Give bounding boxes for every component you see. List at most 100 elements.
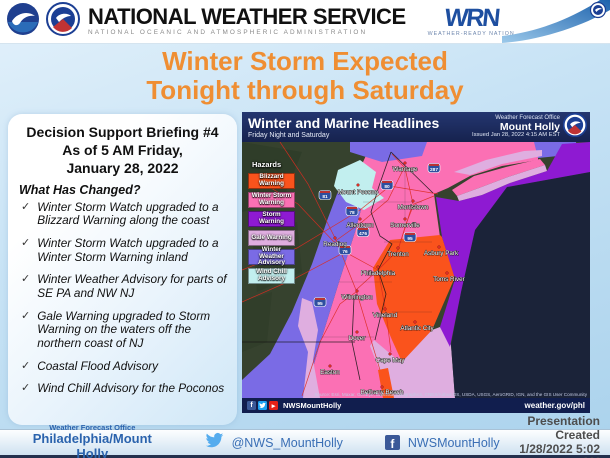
map-office-label: Weather Forecast Office xyxy=(495,114,560,121)
legend-item-blizzard-warning: Blizzard Warning xyxy=(248,173,295,189)
twitter-handle[interactable]: @NWS_MountHolly xyxy=(231,435,343,450)
legend-item-storm-warning: Storm Warning xyxy=(248,211,295,227)
check-icon: ✓ xyxy=(21,359,31,372)
list-item: ✓ Gale Warning upgraded to Storm Warning … xyxy=(21,308,211,350)
legend-item-wind-chill-advisory: Wind Chill Advisory xyxy=(248,268,295,284)
map-issued-time: Issued Jan 28, 2022 4:15 AM EST xyxy=(472,132,560,139)
map-header: Winter and Marine Headlines Friday Night… xyxy=(242,112,590,142)
check-icon: ✓ xyxy=(21,200,31,213)
state-border-lines xyxy=(242,151,434,381)
slide-title: Winter Storm Expected Tonight through Sa… xyxy=(0,46,610,106)
list-item: ✓ Coastal Flood Advisory xyxy=(21,358,159,373)
twitter-icon[interactable] xyxy=(258,401,267,410)
map-social-handle[interactable]: NWSMountHolly xyxy=(283,401,342,410)
wrn-logo: WRN WEATHER-READY NATION xyxy=(427,4,515,37)
list-item: ✓ Wind Chill Advisory for the Poconos xyxy=(21,381,225,396)
briefing-heading: Decision Support Briefing #4 As of 5 AM … xyxy=(26,124,219,177)
map-canvas: 81 78 80 287 476 95 76 95 xyxy=(242,142,590,398)
svg-text:Dover: Dover xyxy=(349,335,366,342)
svg-text:287: 287 xyxy=(430,167,438,173)
svg-text:Bethany Beach: Bethany Beach xyxy=(361,389,404,396)
storm-warning-region xyxy=(436,142,590,347)
list-item: ✓ Winter Storm Watch upgraded to a Blizza… xyxy=(21,199,219,228)
legend-item-winter-storm-warning: Winter Storm Warning xyxy=(248,192,295,208)
nws-logo-icon xyxy=(562,112,588,142)
hazards-map: Winter and Marine Headlines Friday Night… xyxy=(242,112,590,413)
check-icon: ✓ xyxy=(21,236,31,249)
map-subtitle: Friday Night and Saturday xyxy=(248,131,330,139)
footer-bar: Weather Forecast Office Philadelphia/Mou… xyxy=(0,414,610,458)
gale-warning-region xyxy=(454,150,542,175)
svg-text:476: 476 xyxy=(359,231,367,237)
briefing-panel: Decision Support Briefing #4 As of 5 AM … xyxy=(8,114,237,425)
svg-text:Reading: Reading xyxy=(323,241,347,248)
city-labels: Wantage Morristown Somerville Allentown … xyxy=(320,166,465,397)
svg-text:78: 78 xyxy=(349,210,355,216)
map-social-bar: f ▸ NWSMountHolly weather.gov/phl xyxy=(242,398,590,413)
svg-text:Easton: Easton xyxy=(320,369,340,376)
ocean-region xyxy=(451,172,590,398)
hazards-legend: Hazards Blizzard Warning Winter Storm Wa… xyxy=(248,160,295,287)
facebook-icon[interactable]: f xyxy=(384,435,400,450)
city-markers xyxy=(328,161,449,389)
svg-text:Morristown: Morristown xyxy=(398,204,429,211)
gale-warning-region xyxy=(298,298,320,398)
map-office-name: Mount Holly xyxy=(499,120,560,133)
winter-storm-warning-region xyxy=(452,159,545,196)
weather-gov-link[interactable]: weather.gov/phl xyxy=(524,401,585,410)
map-title: Winter and Marine Headlines xyxy=(248,114,440,131)
list-item: ✓ Winter Storm Watch upgraded to a Winter… xyxy=(21,235,219,264)
blizzard-warning-region xyxy=(378,368,394,398)
svg-text:Wilmington: Wilmington xyxy=(341,294,373,301)
svg-text:Vineland: Vineland xyxy=(373,312,398,319)
svg-text:Wantage: Wantage xyxy=(393,166,418,173)
svg-text:Trenton: Trenton xyxy=(387,251,409,258)
svg-text:Mount Pocono: Mount Pocono xyxy=(338,189,379,196)
nws-logo-icon xyxy=(589,1,607,19)
winter-weather-advisory-region xyxy=(242,180,363,398)
footer-office: Weather Forecast Office Philadelphia/Mou… xyxy=(32,423,152,458)
slide-title-line1: Winter Storm Expected xyxy=(162,46,448,76)
svg-text:Philadelphia: Philadelphia xyxy=(361,270,396,277)
svg-text:80: 80 xyxy=(384,184,390,190)
svg-text:Allentown: Allentown xyxy=(346,222,374,229)
slide-title-line2: Tonight through Saturday xyxy=(146,75,464,106)
check-icon: ✓ xyxy=(21,309,31,322)
svg-text:81: 81 xyxy=(322,194,328,200)
svg-text:Atlantic City: Atlantic City xyxy=(400,325,434,332)
noaa-subtitle: NATIONAL OCEANIC AND ATMOSPHERIC ADMINIS… xyxy=(88,29,368,37)
county-border-lines xyxy=(322,166,432,338)
gale-warning-region xyxy=(457,165,547,201)
svg-text:Toms River: Toms River xyxy=(433,276,465,283)
svg-text:Cape May: Cape May xyxy=(376,357,406,364)
svg-text:Somerville: Somerville xyxy=(390,222,420,229)
check-icon: ✓ xyxy=(21,382,31,395)
wrn-label: WEATHER-READY NATION xyxy=(427,30,515,37)
top-header-bar: NATIONAL WEATHER SERVICE NATIONAL OCEANI… xyxy=(0,0,610,44)
nws-title: NATIONAL WEATHER SERVICE xyxy=(88,4,406,30)
gale-warning-region xyxy=(388,327,455,398)
noaa-logo-icon xyxy=(6,2,40,41)
check-icon: ✓ xyxy=(21,273,31,286)
svg-text:Asbury Park: Asbury Park xyxy=(424,250,459,257)
list-item: ✓ Winter Weather Advisory for parts of SE… xyxy=(21,272,227,300)
interstate-shields: 81 78 80 287 476 95 76 95 xyxy=(313,163,441,307)
presentation-created: Presentation Created 1/28/2022 5:02 AM xyxy=(519,413,600,458)
map-attribution: Source: Esri, Maxar, GeoEye, Earthstar G… xyxy=(314,392,587,397)
what-has-changed-heading: What Has Changed? xyxy=(19,182,141,197)
svg-text:76: 76 xyxy=(342,249,348,255)
nws-logo-icon xyxy=(46,2,80,41)
hazards-legend-title: Hazards xyxy=(252,160,282,169)
youtube-icon[interactable]: ▸ xyxy=(269,401,278,410)
svg-text:95: 95 xyxy=(317,301,323,307)
header-swoosh-graphic xyxy=(502,0,610,43)
facebook-handle[interactable]: NWSMountHolly xyxy=(407,435,500,450)
legend-item-gale-warning: Gale Warning xyxy=(248,230,295,246)
winter-weather-advisory-region xyxy=(350,142,427,162)
svg-text:95: 95 xyxy=(407,236,413,242)
blizzard-warning-region xyxy=(373,235,455,362)
legend-item-winter-weather-advisory: Winter Weather Advisory xyxy=(248,246,295,266)
facebook-icon[interactable]: f xyxy=(247,401,256,410)
twitter-icon[interactable] xyxy=(205,431,224,455)
